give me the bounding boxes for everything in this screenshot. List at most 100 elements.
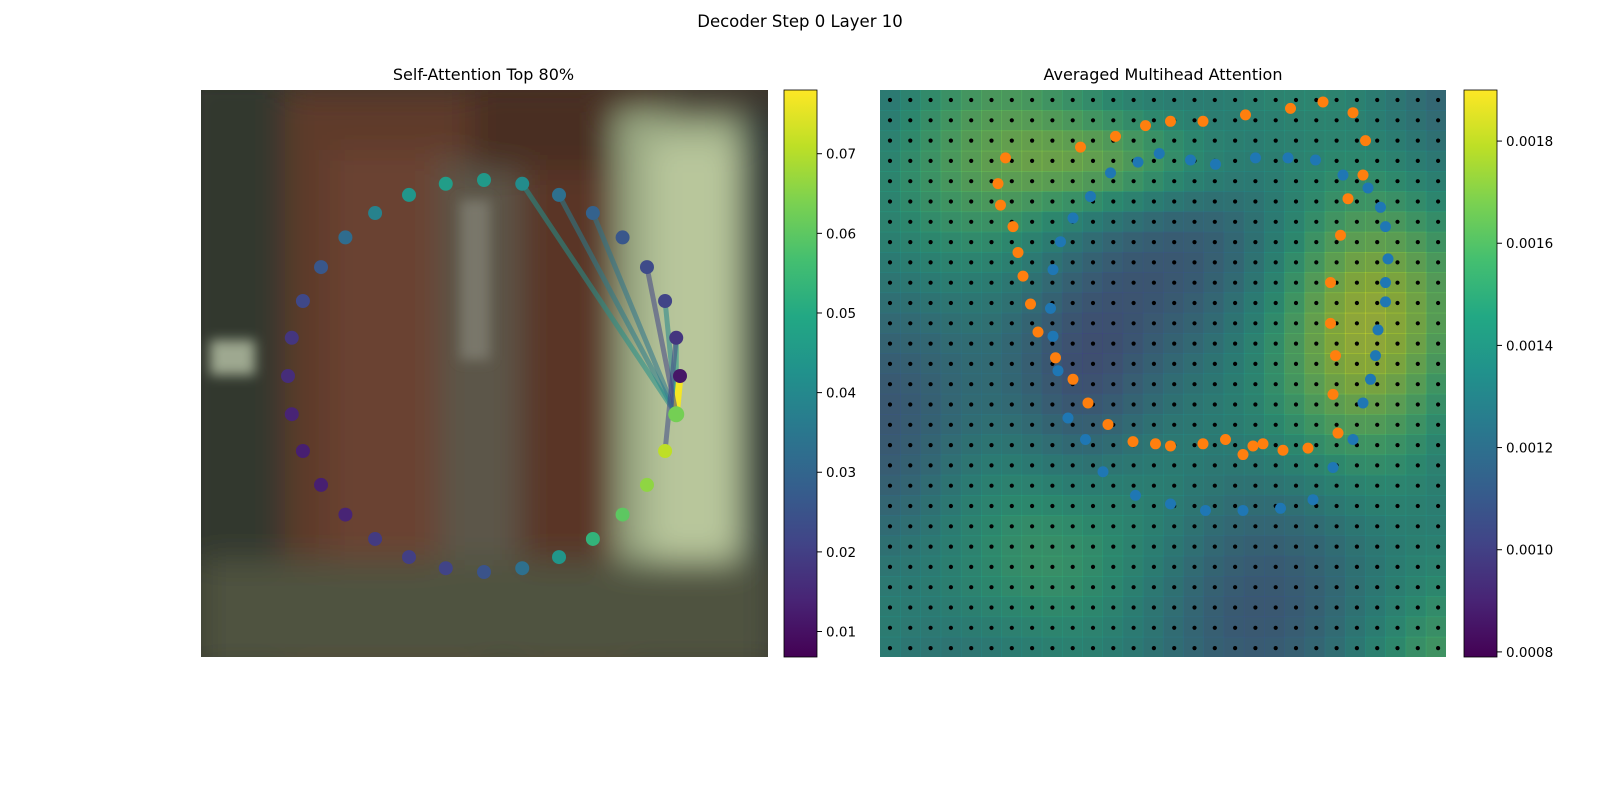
grid-dot	[1334, 625, 1339, 630]
right-colorbar	[1463, 89, 1498, 658]
grid-dot	[1354, 605, 1359, 610]
grid-dot	[1233, 199, 1238, 204]
grid-dot	[1131, 646, 1136, 651]
grid-dot	[989, 158, 994, 163]
grid-dot	[928, 585, 933, 590]
attention-point-2	[658, 293, 673, 308]
grid-dot	[948, 463, 954, 468]
attention-point-8	[477, 173, 491, 187]
grid-dot	[1090, 361, 1096, 366]
grid-dot	[1090, 625, 1096, 630]
grid-dot	[908, 361, 913, 366]
grid-dot	[948, 382, 954, 387]
orange-point-16	[1327, 388, 1339, 400]
grid-dot	[1354, 382, 1359, 387]
grid-dot	[1395, 463, 1400, 468]
grid-dot	[1131, 138, 1136, 143]
grid-dot	[1354, 300, 1359, 306]
grid-dot	[887, 382, 893, 387]
grid-dot	[1436, 483, 1441, 488]
grid-dot	[1233, 179, 1238, 184]
grid-dot	[1354, 199, 1359, 204]
right-cbar-tick-label-1: 0.0010	[1506, 543, 1553, 559]
grid-dot	[1009, 443, 1014, 448]
grid-dot	[1436, 300, 1441, 306]
grid-dot	[1415, 118, 1420, 123]
grid-dot	[1334, 483, 1339, 488]
grid-dot	[1334, 382, 1339, 387]
grid-dot	[1436, 199, 1441, 204]
grid-dot	[1131, 321, 1136, 326]
right-cbar-tick-label-5: 0.0018	[1506, 134, 1553, 150]
grid-dot	[1395, 179, 1400, 184]
grid-dot	[1151, 402, 1156, 407]
grid-dot	[1151, 321, 1156, 326]
grid-dot	[1111, 321, 1116, 326]
grid-dot	[1273, 118, 1278, 123]
grid-dot	[1415, 646, 1420, 651]
grid-dot	[1192, 443, 1197, 448]
grid-dot	[1212, 585, 1217, 590]
grid-dot	[1009, 605, 1014, 610]
grid-dot	[887, 341, 893, 346]
grid-dot	[1151, 524, 1156, 529]
grid-dot	[1415, 585, 1420, 590]
attention-point-24	[477, 565, 491, 579]
grid-dot	[1050, 382, 1055, 387]
grid-dot	[1334, 118, 1339, 123]
grid-dot	[928, 483, 933, 488]
grid-dot	[989, 422, 994, 427]
left-colorbar-ticks: 0.01 0.02 0.03 0.04 0.05 0.06 0.07	[817, 147, 856, 641]
grid-dot	[1233, 361, 1238, 366]
grid-dot	[1030, 605, 1035, 610]
grid-dot	[1273, 158, 1278, 163]
grid-dot	[1131, 97, 1136, 103]
grid-dot	[1030, 199, 1035, 204]
grid-dot	[1009, 382, 1014, 387]
grid-dot	[1111, 483, 1116, 488]
grid-dot	[1030, 564, 1035, 570]
grid-dot	[948, 97, 954, 103]
grid-dot	[969, 97, 974, 103]
grid-dot	[1050, 544, 1055, 549]
grid-dot	[928, 422, 933, 427]
blue-point-33	[1067, 212, 1079, 224]
grid-dot	[1212, 646, 1217, 651]
grid-dot	[887, 260, 893, 265]
heat-cell	[1425, 495, 1446, 516]
grid-dot	[1436, 138, 1441, 143]
grid-dot	[1233, 382, 1238, 387]
grid-dot	[1111, 361, 1116, 366]
grid-dot	[1354, 158, 1359, 163]
blue-point-25	[1097, 466, 1109, 478]
grid-dot	[887, 422, 893, 427]
grid-dot	[1090, 300, 1096, 306]
grid-dot	[1233, 524, 1238, 529]
grid-dot	[1334, 199, 1339, 204]
grid-dot	[1151, 240, 1156, 245]
grid-dot	[1009, 321, 1014, 326]
grid-dot	[969, 524, 974, 529]
grid-dot	[1415, 382, 1420, 387]
grid-dot	[1212, 605, 1217, 610]
grid-dot	[887, 321, 893, 326]
grid-dot	[1314, 443, 1319, 448]
blue-point-10	[1382, 253, 1394, 265]
orange-point-18	[1302, 442, 1314, 454]
grid-dot	[1354, 118, 1359, 123]
grid-dot	[928, 625, 933, 630]
grid-dot	[1253, 341, 1258, 346]
orange-point-0	[1075, 141, 1086, 153]
grid-dot	[908, 260, 913, 265]
grid-dot	[1233, 321, 1238, 326]
orange-point-38	[992, 178, 1004, 190]
grid-dot	[1415, 179, 1420, 184]
grid-dot	[1192, 179, 1197, 184]
grid-dot	[1314, 138, 1319, 143]
grid-dot	[989, 240, 994, 245]
grid-dot	[948, 625, 954, 630]
attention-point-21	[368, 531, 383, 546]
grid-dot	[1192, 240, 1197, 245]
grid-dot	[948, 300, 954, 306]
grid-dot	[969, 280, 974, 285]
